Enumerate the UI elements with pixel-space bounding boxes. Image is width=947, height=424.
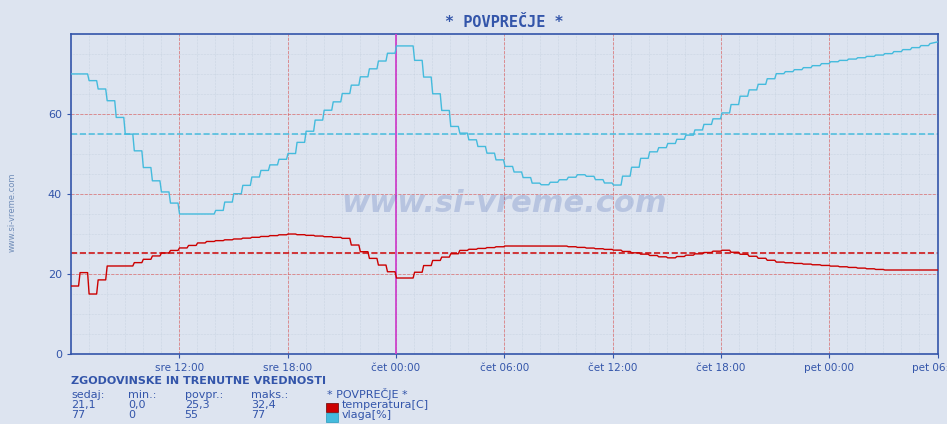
Text: 32,4: 32,4 xyxy=(251,400,276,410)
Text: * POVPREČJE *: * POVPREČJE * xyxy=(327,388,407,400)
Text: 25,3: 25,3 xyxy=(185,400,209,410)
Text: 0,0: 0,0 xyxy=(128,400,145,410)
Text: 0: 0 xyxy=(128,410,134,420)
Text: 55: 55 xyxy=(185,410,199,420)
Text: min.:: min.: xyxy=(128,390,156,400)
Text: vlaga[%]: vlaga[%] xyxy=(342,410,392,420)
Title: * POVPREČJE *: * POVPREČJE * xyxy=(445,15,563,30)
Text: 77: 77 xyxy=(71,410,85,420)
Text: 21,1: 21,1 xyxy=(71,400,96,410)
Text: povpr.:: povpr.: xyxy=(185,390,223,400)
Text: sedaj:: sedaj: xyxy=(71,390,104,400)
Text: www.si-vreme.com: www.si-vreme.com xyxy=(342,189,667,218)
Text: 77: 77 xyxy=(251,410,265,420)
Text: maks.:: maks.: xyxy=(251,390,288,400)
Text: temperatura[C]: temperatura[C] xyxy=(342,400,429,410)
Text: ZGODOVINSKE IN TRENUTNE VREDNOSTI: ZGODOVINSKE IN TRENUTNE VREDNOSTI xyxy=(71,376,326,386)
Text: www.si-vreme.com: www.si-vreme.com xyxy=(8,172,17,252)
